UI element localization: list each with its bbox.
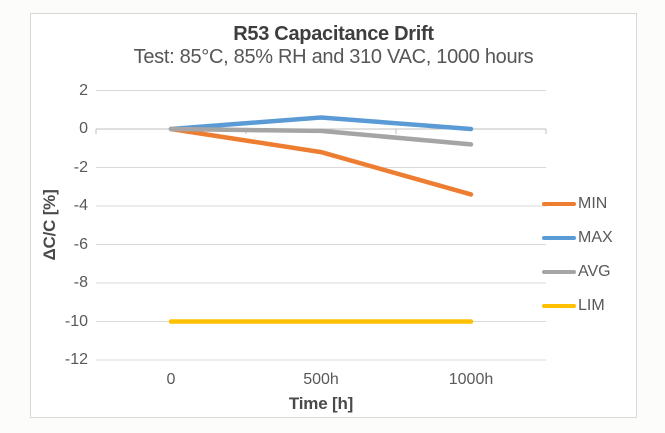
legend-swatch-lim [542,304,576,308]
chart-title: R53 Capacitance Drift [233,23,434,45]
legend-item-min: MIN [542,195,608,212]
x-tick-label: 0 [166,371,176,388]
y-tick-label: -2 [73,158,88,176]
x-tick-label: 1000h [448,371,494,388]
series-line-min [168,126,474,197]
series-line-avg [168,126,474,147]
y-tick-label: -8 [73,274,88,291]
legend-label: AVG [578,263,611,280]
legend-swatch-min [542,202,576,206]
legend-label: MIN [578,195,608,212]
legend-item-avg: AVG [542,263,611,280]
x-axis-title: Time [h] [288,394,354,413]
y-tick-label: -12 [64,351,88,368]
legend-label: LIM [578,297,605,314]
legend: MIN MAX AVG LIM [542,14,636,417]
y-tick-label: -10 [64,312,88,330]
legend-item-lim: LIM [542,297,605,314]
series-line-max [168,115,474,132]
chart: R53 Capacitance Drift Test: 85°C, 85% RH… [30,13,637,418]
chart-subtitle: Test: 85°C, 85% RH and 310 VAC, 1000 hou… [133,46,534,68]
plot-area [95,90,547,361]
y-tick-label: -4 [73,197,88,214]
legend-swatch-max [542,236,576,240]
x-tick-label: 500h [303,371,339,388]
y-axis-title: ΔC/C [%] [40,189,59,261]
y-tick-label: -6 [73,235,88,253]
y-tick-label: 0 [79,120,88,137]
legend-swatch-avg [542,270,576,274]
legend-label: MAX [578,229,613,246]
legend-item-max: MAX [542,229,613,246]
y-tick-label: 2 [79,81,88,99]
